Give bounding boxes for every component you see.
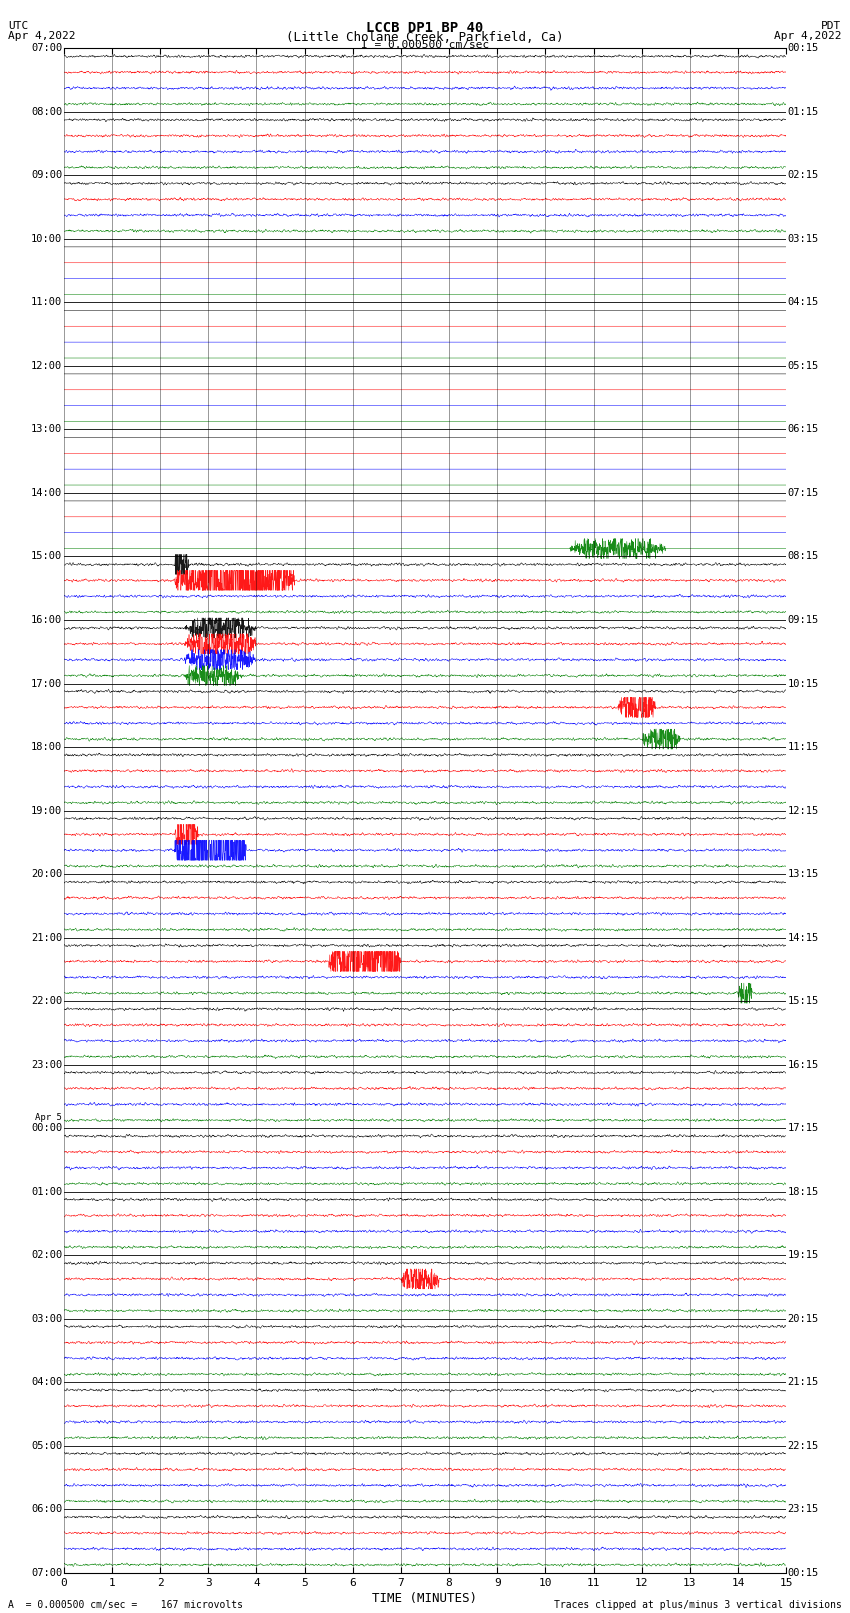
Text: 00:15: 00:15 [788,44,819,53]
Text: 23:00: 23:00 [31,1060,62,1069]
Text: 22:00: 22:00 [31,997,62,1007]
Text: 00:15: 00:15 [788,1568,819,1578]
Text: 05:00: 05:00 [31,1440,62,1450]
X-axis label: TIME (MINUTES): TIME (MINUTES) [372,1592,478,1605]
Text: 21:00: 21:00 [31,932,62,942]
Text: 11:15: 11:15 [788,742,819,752]
Text: 02:00: 02:00 [31,1250,62,1260]
Text: I = 0.000500 cm/sec: I = 0.000500 cm/sec [361,40,489,50]
Text: 07:00: 07:00 [31,1568,62,1578]
Text: 16:00: 16:00 [31,615,62,624]
Text: 07:15: 07:15 [788,489,819,498]
Text: 15:00: 15:00 [31,552,62,561]
Text: 00:00: 00:00 [31,1123,62,1132]
Text: PDT: PDT [821,21,842,31]
Text: 19:00: 19:00 [31,805,62,816]
Text: 10:00: 10:00 [31,234,62,244]
Text: 04:00: 04:00 [31,1378,62,1387]
Text: 02:15: 02:15 [788,171,819,181]
Text: 16:15: 16:15 [788,1060,819,1069]
Text: 20:15: 20:15 [788,1313,819,1324]
Text: 07:00: 07:00 [31,44,62,53]
Text: 17:15: 17:15 [788,1123,819,1132]
Text: 19:15: 19:15 [788,1250,819,1260]
Text: 10:15: 10:15 [788,679,819,689]
Text: LCCB DP1 BP 40: LCCB DP1 BP 40 [366,21,484,35]
Text: (Little Cholane Creek, Parkfield, Ca): (Little Cholane Creek, Parkfield, Ca) [286,31,564,44]
Text: 17:00: 17:00 [31,679,62,689]
Text: 13:00: 13:00 [31,424,62,434]
Text: 06:15: 06:15 [788,424,819,434]
Text: Apr 5: Apr 5 [36,1113,62,1123]
Text: 05:15: 05:15 [788,361,819,371]
Text: 23:15: 23:15 [788,1505,819,1515]
Text: 03:15: 03:15 [788,234,819,244]
Text: 11:00: 11:00 [31,297,62,308]
Text: 09:15: 09:15 [788,615,819,624]
Text: 01:00: 01:00 [31,1187,62,1197]
Text: 18:15: 18:15 [788,1187,819,1197]
Text: 01:15: 01:15 [788,106,819,116]
Text: Traces clipped at plus/minus 3 vertical divisions: Traces clipped at plus/minus 3 vertical … [553,1600,842,1610]
Text: A  = 0.000500 cm/sec =    167 microvolts: A = 0.000500 cm/sec = 167 microvolts [8,1600,243,1610]
Text: 04:15: 04:15 [788,297,819,308]
Text: 18:00: 18:00 [31,742,62,752]
Text: 09:00: 09:00 [31,171,62,181]
Text: 15:15: 15:15 [788,997,819,1007]
Text: 06:00: 06:00 [31,1505,62,1515]
Text: 21:15: 21:15 [788,1378,819,1387]
Text: 20:00: 20:00 [31,869,62,879]
Text: 03:00: 03:00 [31,1313,62,1324]
Text: Apr 4,2022: Apr 4,2022 [774,31,842,40]
Text: 12:00: 12:00 [31,361,62,371]
Text: UTC: UTC [8,21,29,31]
Text: 14:15: 14:15 [788,932,819,942]
Text: Apr 4,2022: Apr 4,2022 [8,31,76,40]
Text: 22:15: 22:15 [788,1440,819,1450]
Text: 14:00: 14:00 [31,489,62,498]
Text: 08:15: 08:15 [788,552,819,561]
Text: 13:15: 13:15 [788,869,819,879]
Text: 12:15: 12:15 [788,805,819,816]
Text: 08:00: 08:00 [31,106,62,116]
